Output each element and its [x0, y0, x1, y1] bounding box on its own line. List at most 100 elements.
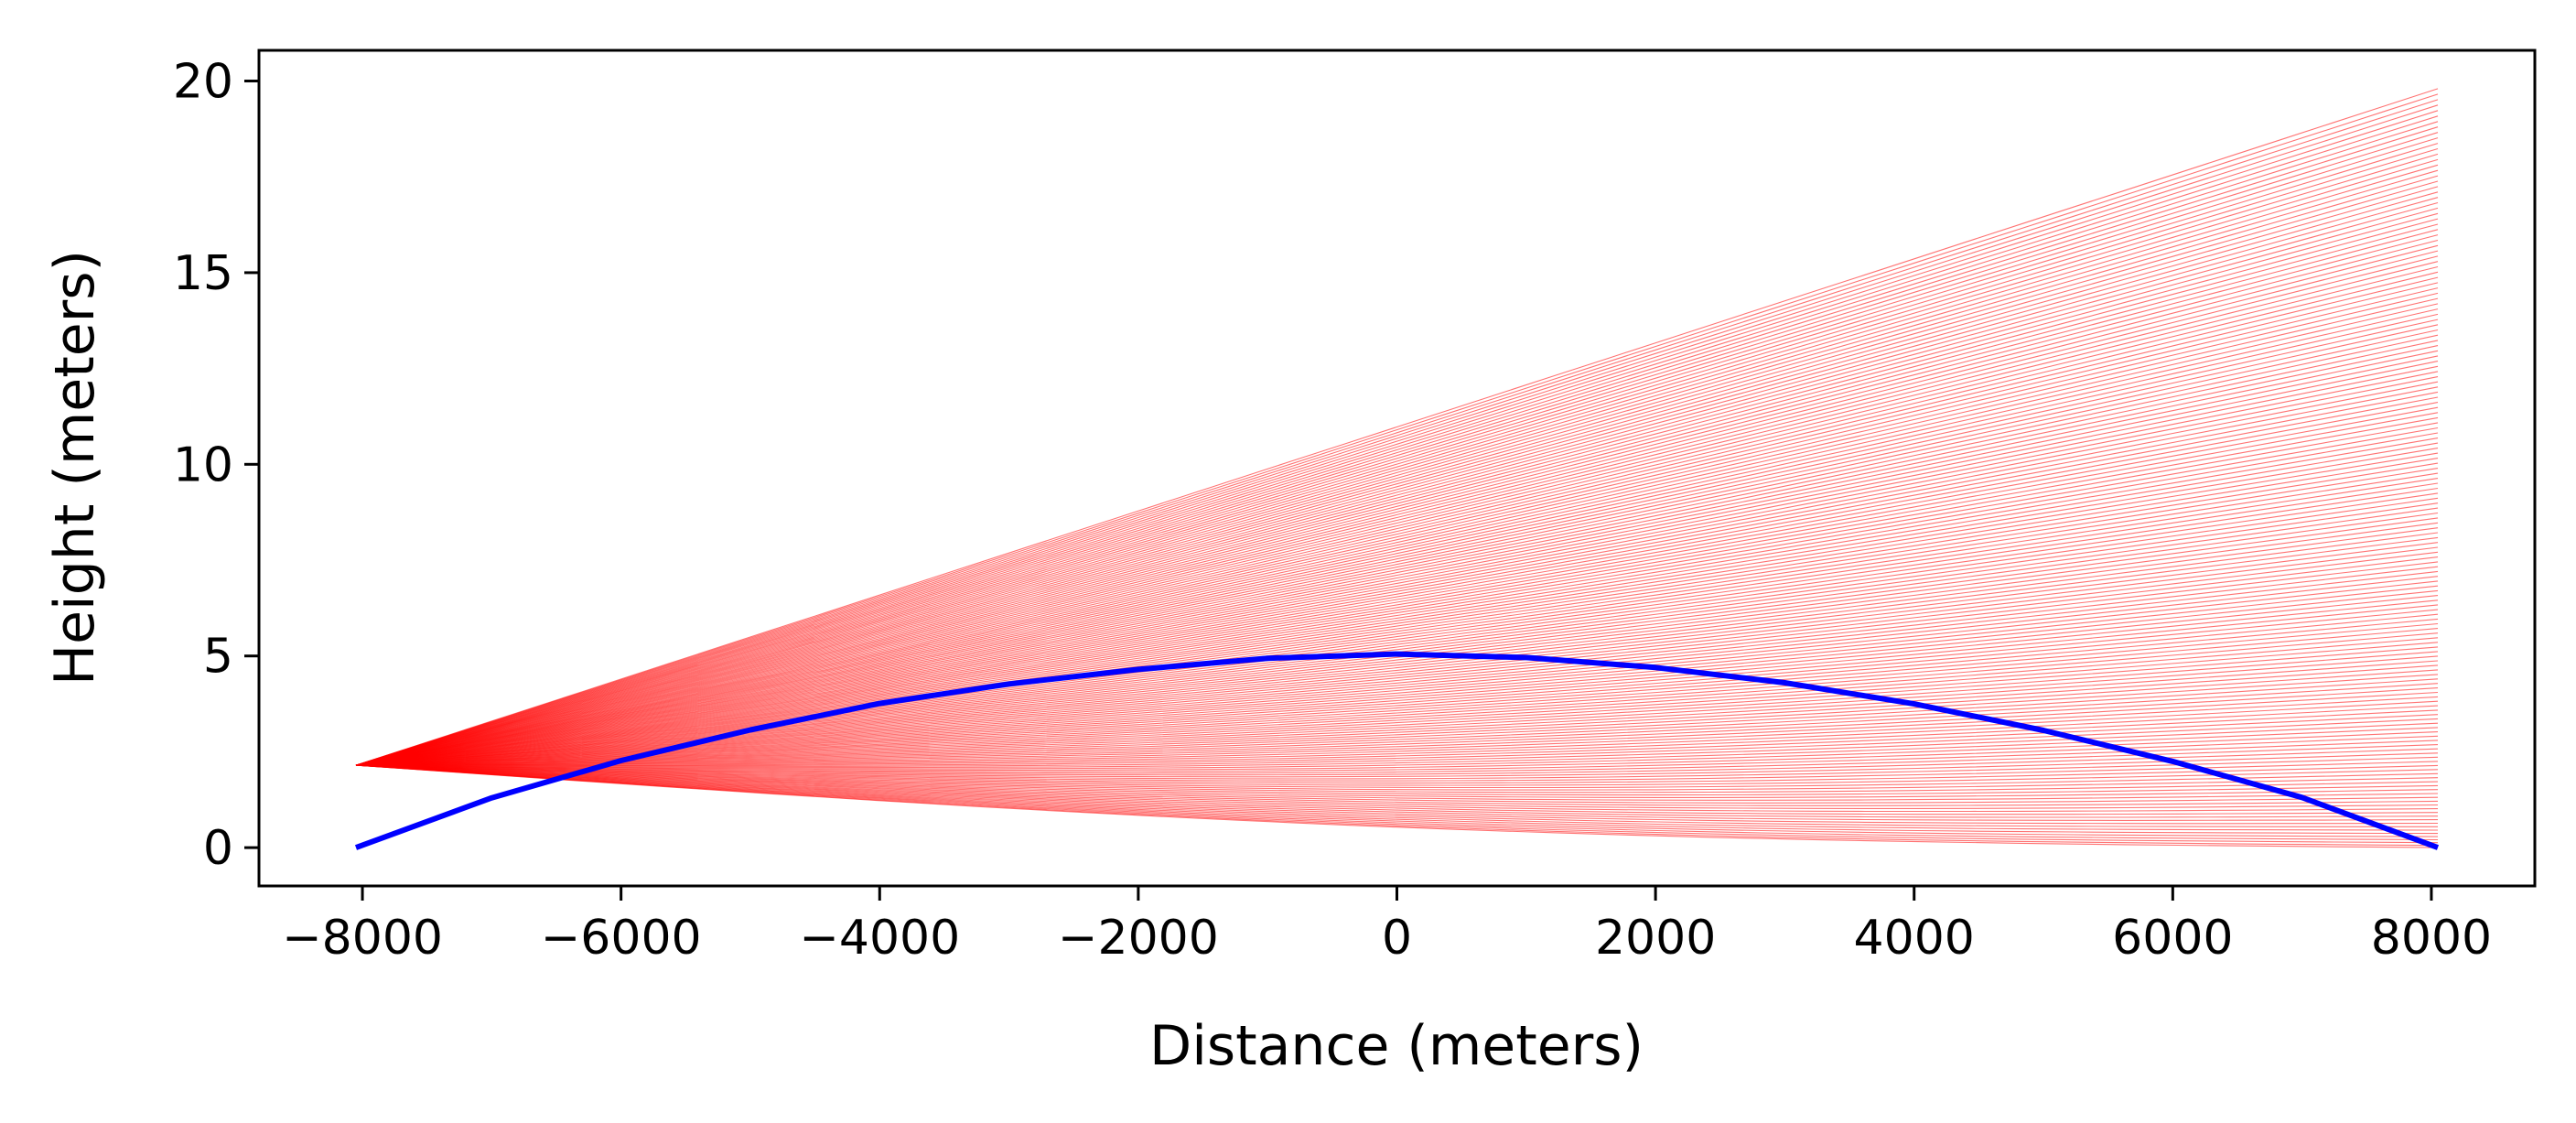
- ray-line: [355, 386, 2439, 766]
- ray-line: [355, 669, 2439, 766]
- ray-line: [355, 764, 2439, 831]
- y-tick-label: 10: [173, 437, 233, 492]
- ray-line: [355, 764, 2439, 798]
- ray-line: [355, 527, 2439, 766]
- ray-line: [355, 458, 2439, 766]
- ray-line: [355, 250, 2439, 766]
- ray-line: [355, 121, 2439, 766]
- ray-line: [355, 764, 2439, 815]
- ray-line: [355, 764, 2439, 841]
- x-tick-label: 2000: [1595, 911, 1716, 966]
- ray-line: [355, 391, 2439, 766]
- ray-line: [355, 764, 2439, 837]
- ray-line: [355, 432, 2439, 766]
- ray-line: [355, 764, 2438, 827]
- ray-fan-series: [355, 88, 2439, 848]
- ray-line: [355, 709, 2439, 766]
- ray-line: [355, 244, 2439, 766]
- ray-line: [355, 153, 2439, 766]
- ray-line: [355, 764, 2439, 818]
- ray-line: [355, 207, 2439, 766]
- ray-line: [355, 229, 2439, 766]
- ray-line: [355, 764, 2439, 809]
- ray-line: [355, 687, 2439, 766]
- ray-line: [355, 427, 2439, 766]
- ray-line: [355, 319, 2439, 766]
- ray-line: [355, 271, 2439, 766]
- ray-line: [355, 88, 2439, 766]
- ray-line: [355, 437, 2439, 766]
- ray-line: [355, 492, 2439, 766]
- ray-line: [355, 764, 2439, 821]
- ray-line: [355, 175, 2439, 766]
- ray-line: [355, 239, 2439, 766]
- ray-line: [355, 297, 2439, 766]
- ray-line: [355, 556, 2439, 766]
- ray-line: [355, 628, 2439, 766]
- ray-line: [355, 396, 2439, 766]
- ray-line: [355, 355, 2439, 766]
- x-axis-label: Distance (meters): [1149, 1014, 1644, 1078]
- ray-line: [355, 664, 2439, 766]
- ray-line: [355, 376, 2439, 766]
- ray-line: [355, 104, 2439, 766]
- ray-line: [355, 536, 2439, 766]
- ray-line: [355, 551, 2439, 766]
- ray-line: [355, 340, 2439, 766]
- ray-line: [355, 764, 2439, 801]
- ray-line: [355, 696, 2439, 766]
- y-axis-ticks: 0 5 10 15 20: [173, 55, 259, 876]
- ray-line: [355, 764, 2439, 804]
- ray-line: [355, 462, 2439, 766]
- y-tick-label: 5: [203, 630, 233, 685]
- ray-line: [355, 683, 2439, 766]
- ray-line: [355, 756, 2439, 780]
- ray-line: [355, 604, 2439, 766]
- x-tick-label: −8000: [282, 911, 443, 966]
- x-tick-label: 8000: [2371, 911, 2492, 966]
- ray-line: [355, 126, 2439, 766]
- x-tick-label: −2000: [1058, 911, 1219, 966]
- ray-line: [355, 599, 2439, 766]
- ray-line: [355, 350, 2439, 766]
- ray-line: [355, 722, 2439, 767]
- ray-line: [355, 468, 2439, 766]
- ray-line: [355, 507, 2439, 766]
- ray-line: [355, 561, 2439, 766]
- ray-line: [355, 532, 2439, 766]
- ray-line: [355, 197, 2439, 766]
- ray-line: [355, 412, 2439, 766]
- ray-line: [355, 345, 2439, 766]
- ray-line: [355, 381, 2439, 766]
- ray-line: [355, 752, 2439, 778]
- terrain-line: [354, 651, 2440, 850]
- ray-line: [355, 416, 2439, 766]
- ray-line: [355, 442, 2439, 766]
- ray-line: [355, 744, 2439, 774]
- ray-line: [355, 308, 2439, 766]
- ray-line: [355, 764, 2439, 813]
- ray-line: [355, 303, 2439, 766]
- ray-line: [355, 334, 2439, 766]
- ray-line: [355, 691, 2439, 766]
- ray-line: [355, 143, 2439, 766]
- ray-line: [355, 180, 2439, 766]
- ray-line: [355, 609, 2439, 766]
- ray-line: [355, 700, 2439, 766]
- y-tick-label: 0: [203, 821, 233, 876]
- ray-line: [355, 718, 2439, 767]
- ray-line: [355, 613, 2439, 766]
- ray-line: [355, 642, 2439, 766]
- ray-line: [355, 361, 2439, 766]
- ray-line: [355, 731, 2439, 770]
- ray-line: [355, 764, 2439, 794]
- ray-line: [355, 764, 2439, 789]
- ray-line: [355, 234, 2439, 766]
- y-axis-label: Height (meters): [43, 250, 107, 686]
- ray-line: [355, 282, 2439, 766]
- ray-line: [355, 472, 2439, 766]
- ray-line: [355, 660, 2439, 766]
- ray-line: [355, 748, 2439, 776]
- ray-line: [355, 93, 2439, 766]
